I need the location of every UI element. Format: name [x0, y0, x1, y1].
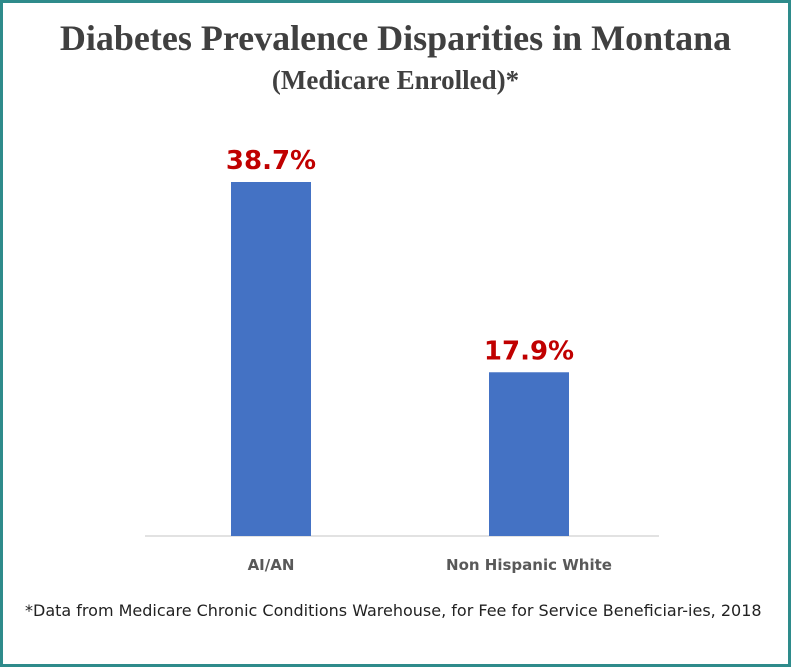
- data-label-1: 17.9%: [484, 336, 574, 366]
- category-label-0: AI/AN: [248, 556, 295, 574]
- footnote: *Data from Medicare Chronic Conditions W…: [25, 601, 762, 620]
- bar-chart: 38.7% AI/AN 17.9% Non Hispanic White: [145, 146, 659, 574]
- bar-1: [489, 372, 569, 536]
- category-label-1: Non Hispanic White: [446, 556, 612, 574]
- bar-0: [231, 182, 311, 536]
- chart-subtitle: (Medicare Enrolled)*: [271, 65, 520, 95]
- data-label-0: 38.7%: [226, 146, 316, 176]
- chart-title: Diabetes Prevalence Disparities in Monta…: [59, 18, 732, 58]
